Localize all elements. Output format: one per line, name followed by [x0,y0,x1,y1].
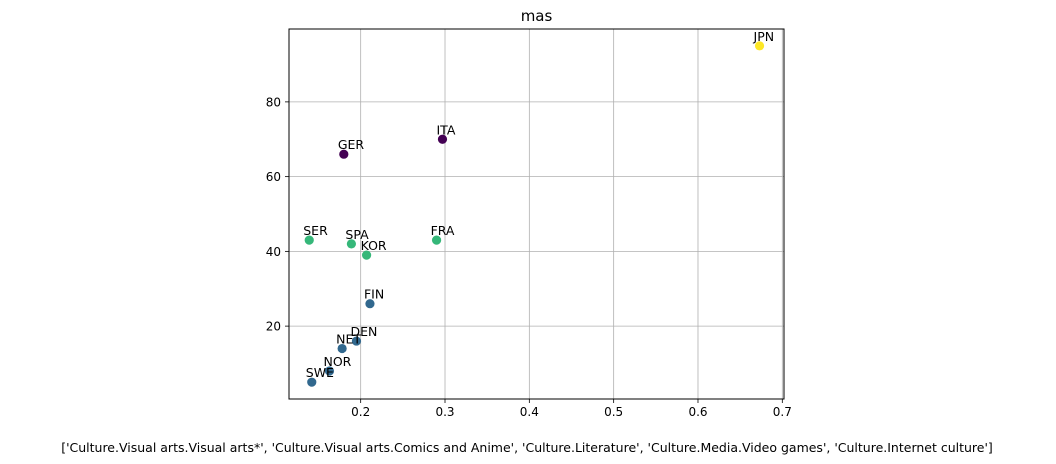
x-tick-label: 0.4 [520,405,539,419]
point-label-jpn: JPN [753,29,775,44]
plot-frame [288,28,785,400]
y-tick-label: 80 [266,95,281,109]
data-points [304,41,765,387]
y-axis-ticks: 20 40 60 80 [266,95,289,334]
y-tick-label: 40 [266,245,281,259]
data-point-jpn [754,41,765,51]
y-tick-label: 20 [266,320,281,334]
point-label-swe: SWE [306,365,334,380]
x-tick-label: 0.7 [773,405,792,419]
point-label-nor: NOR [323,354,351,369]
data-point-net [337,343,347,354]
x-tick-label: 0.3 [435,405,454,419]
point-label-net: NET [336,332,361,347]
x-axis-ticks: 0.2 0.3 0.4 0.5 0.6 0.7 [351,399,792,419]
data-point-spa [346,239,357,249]
data-point-ser [304,235,314,245]
data-point-ger [339,149,349,159]
data-point-ita [437,134,448,144]
data-point-fin [365,299,375,309]
grid [289,29,784,399]
data-point-fra [431,235,442,245]
data-point-den [351,336,362,346]
point-label-spa: SPA [345,227,369,242]
x-tick-label: 0.5 [604,405,623,419]
data-point-kor [361,250,372,260]
data-point-nor [324,366,335,376]
point-label-fra: FRA [431,223,455,238]
point-label-kor: KOR [361,238,387,253]
x-tick-label: 0.2 [351,405,370,419]
point-label-ser: SER [303,223,328,238]
y-tick-label: 60 [266,170,281,184]
chart-title: mas [521,7,553,25]
x-tick-label: 0.6 [688,405,707,419]
point-label-fin: FIN [364,287,384,302]
x-axis-label: ['Culture.Visual arts.Visual arts*', 'Cu… [61,440,993,455]
point-label-ger: GER [338,137,365,152]
point-label-ita: ITA [436,122,455,137]
point-label-den: DEN [350,324,377,339]
data-point-swe [307,377,317,387]
